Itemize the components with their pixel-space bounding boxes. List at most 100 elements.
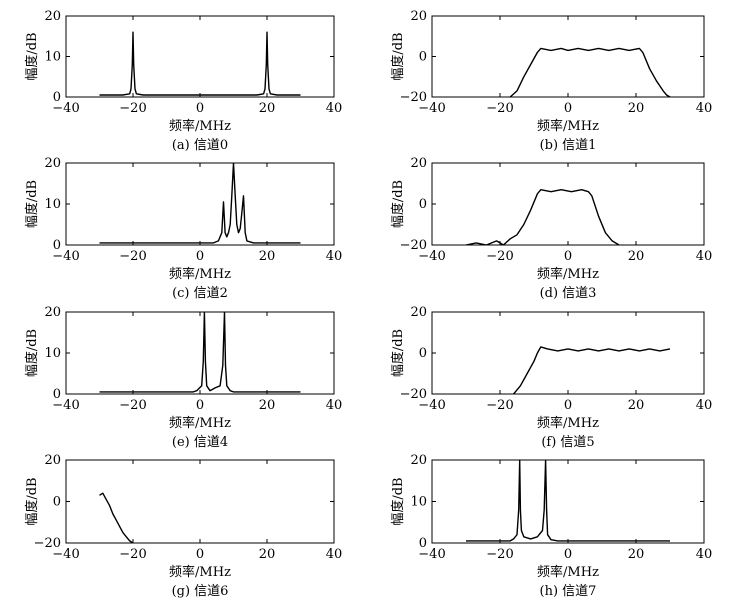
- x-tick-label: −20: [486, 249, 513, 264]
- x-tick-label: 40: [326, 249, 343, 264]
- axes-frame-h: [431, 459, 705, 544]
- y-tick-label: 20: [44, 453, 61, 468]
- x-tick-label: −40: [418, 249, 445, 264]
- x-tick-label: −20: [119, 249, 146, 264]
- y-tick-label: 20: [44, 9, 61, 24]
- y-tick-label: 20: [44, 156, 61, 171]
- x-tick-label: 20: [259, 398, 276, 413]
- axes-frame-b: [431, 15, 705, 98]
- x-tick-label: 20: [259, 249, 276, 264]
- subplot-e: −40 −20 0 20 40 0 10 20 幅度/dB 频率/MHz (e) 信道4: [24, 305, 342, 450]
- x-axis-label: 频率/MHz: [537, 415, 599, 431]
- x-tick-label: 20: [259, 101, 276, 116]
- x-tick-label: 40: [696, 101, 713, 116]
- subplot-caption: (b) 信道1: [540, 138, 597, 153]
- x-tick-label: −40: [418, 398, 445, 413]
- x-axis-label: 频率/MHz: [169, 118, 231, 134]
- y-tick-label: 20: [410, 305, 427, 320]
- subplot-caption: (e) 信道4: [172, 435, 228, 450]
- x-tick-label: 0: [564, 101, 572, 116]
- subplot-caption: (h) 信道7: [540, 584, 597, 599]
- x-axis-label: 频率/MHz: [537, 564, 599, 580]
- x-tick-label: 40: [326, 101, 343, 116]
- x-tick-label: −40: [418, 101, 445, 116]
- series-line-e: [99, 312, 301, 393]
- series-line-b: [509, 47, 671, 97]
- axes-frame-e: [65, 311, 335, 395]
- y-axis-label: 幅度/dB: [390, 329, 406, 377]
- y-tick-label: 0: [419, 346, 427, 361]
- y-tick-label: 10: [44, 346, 61, 361]
- y-axis-label: 幅度/dB: [390, 180, 406, 228]
- y-tick-label: 0: [419, 197, 427, 212]
- y-tick-label: −20: [400, 387, 427, 402]
- x-tick-label: 0: [196, 101, 204, 116]
- x-tick-label: −40: [418, 547, 445, 562]
- y-tick-label: 0: [53, 495, 61, 510]
- x-tick-label: −40: [52, 101, 79, 116]
- y-tick-label: 0: [53, 387, 61, 402]
- y-axis-label: 幅度/dB: [24, 477, 40, 525]
- axes-frame-c: [65, 162, 335, 246]
- x-tick-label: 0: [196, 249, 204, 264]
- x-axis-label: 频率/MHz: [169, 415, 231, 431]
- y-tick-label: 0: [419, 50, 427, 65]
- y-tick-label: 20: [410, 453, 427, 468]
- series-line-f: [513, 346, 671, 394]
- y-tick-label: 0: [53, 238, 61, 253]
- y-tick-label: 0: [419, 536, 427, 551]
- subplot-c: −40 −20 0 20 40 0 10 20 幅度/dB 频率/MHz (c) 信道2: [24, 156, 342, 301]
- axes-frame-f: [431, 311, 705, 395]
- series-line-d: [465, 188, 620, 245]
- x-tick-label: 40: [696, 547, 713, 562]
- y-axis-label: 幅度/dB: [24, 329, 40, 377]
- x-tick-label: 0: [196, 547, 204, 562]
- y-tick-label: 10: [410, 495, 427, 510]
- x-tick-label: −20: [486, 101, 513, 116]
- series-line-h: [466, 460, 670, 542]
- x-tick-label: 40: [696, 398, 713, 413]
- axes-frame-d: [431, 162, 705, 246]
- series-line-c: [99, 163, 301, 244]
- y-tick-label: 10: [44, 50, 61, 65]
- y-axis-label: 幅度/dB: [24, 180, 40, 228]
- y-tick-label: −20: [400, 238, 427, 253]
- x-tick-label: −40: [52, 547, 79, 562]
- series-line-a: [99, 31, 301, 96]
- axes-frame-g: [65, 459, 335, 544]
- y-tick-label: −20: [400, 90, 427, 105]
- subplot-caption: (c) 信道2: [172, 286, 228, 301]
- subplot-caption: (d) 信道3: [540, 286, 597, 301]
- subplot-h: −40 −20 0 20 40 0 10 20 幅度/dB 频率/MHz (h) 信道7: [390, 453, 712, 599]
- y-axis-label: 幅度/dB: [390, 32, 406, 80]
- x-tick-label: 20: [628, 249, 645, 264]
- y-axis-label: 幅度/dB: [24, 32, 40, 80]
- x-tick-label: 0: [564, 398, 572, 413]
- x-axis-label: 频率/MHz: [169, 564, 231, 580]
- y-tick-label: 20: [44, 305, 61, 320]
- subplot-a: −40 −20 0 20 40 0 10 20 幅度/dB 频率/MHz (a) 信道0: [24, 9, 342, 153]
- x-tick-label: −20: [119, 101, 146, 116]
- x-tick-label: 0: [564, 547, 572, 562]
- y-axis-label: 幅度/dB: [390, 477, 406, 525]
- subplot-caption: (f) 信道5: [541, 435, 594, 450]
- x-tick-label: −20: [119, 398, 146, 413]
- x-tick-label: −20: [119, 547, 146, 562]
- x-axis-label: 频率/MHz: [169, 266, 231, 282]
- x-tick-label: 20: [628, 101, 645, 116]
- x-tick-label: 40: [326, 547, 343, 562]
- x-tick-label: −40: [52, 398, 79, 413]
- x-tick-label: 0: [564, 249, 572, 264]
- y-tick-label: 0: [53, 90, 61, 105]
- x-tick-label: 0: [196, 398, 204, 413]
- x-tick-label: 20: [628, 547, 645, 562]
- x-axis-label: 频率/MHz: [537, 118, 599, 134]
- series-line-g: [99, 492, 134, 543]
- axes-frame-a: [65, 15, 335, 98]
- x-tick-label: 40: [696, 249, 713, 264]
- x-tick-label: 20: [259, 547, 276, 562]
